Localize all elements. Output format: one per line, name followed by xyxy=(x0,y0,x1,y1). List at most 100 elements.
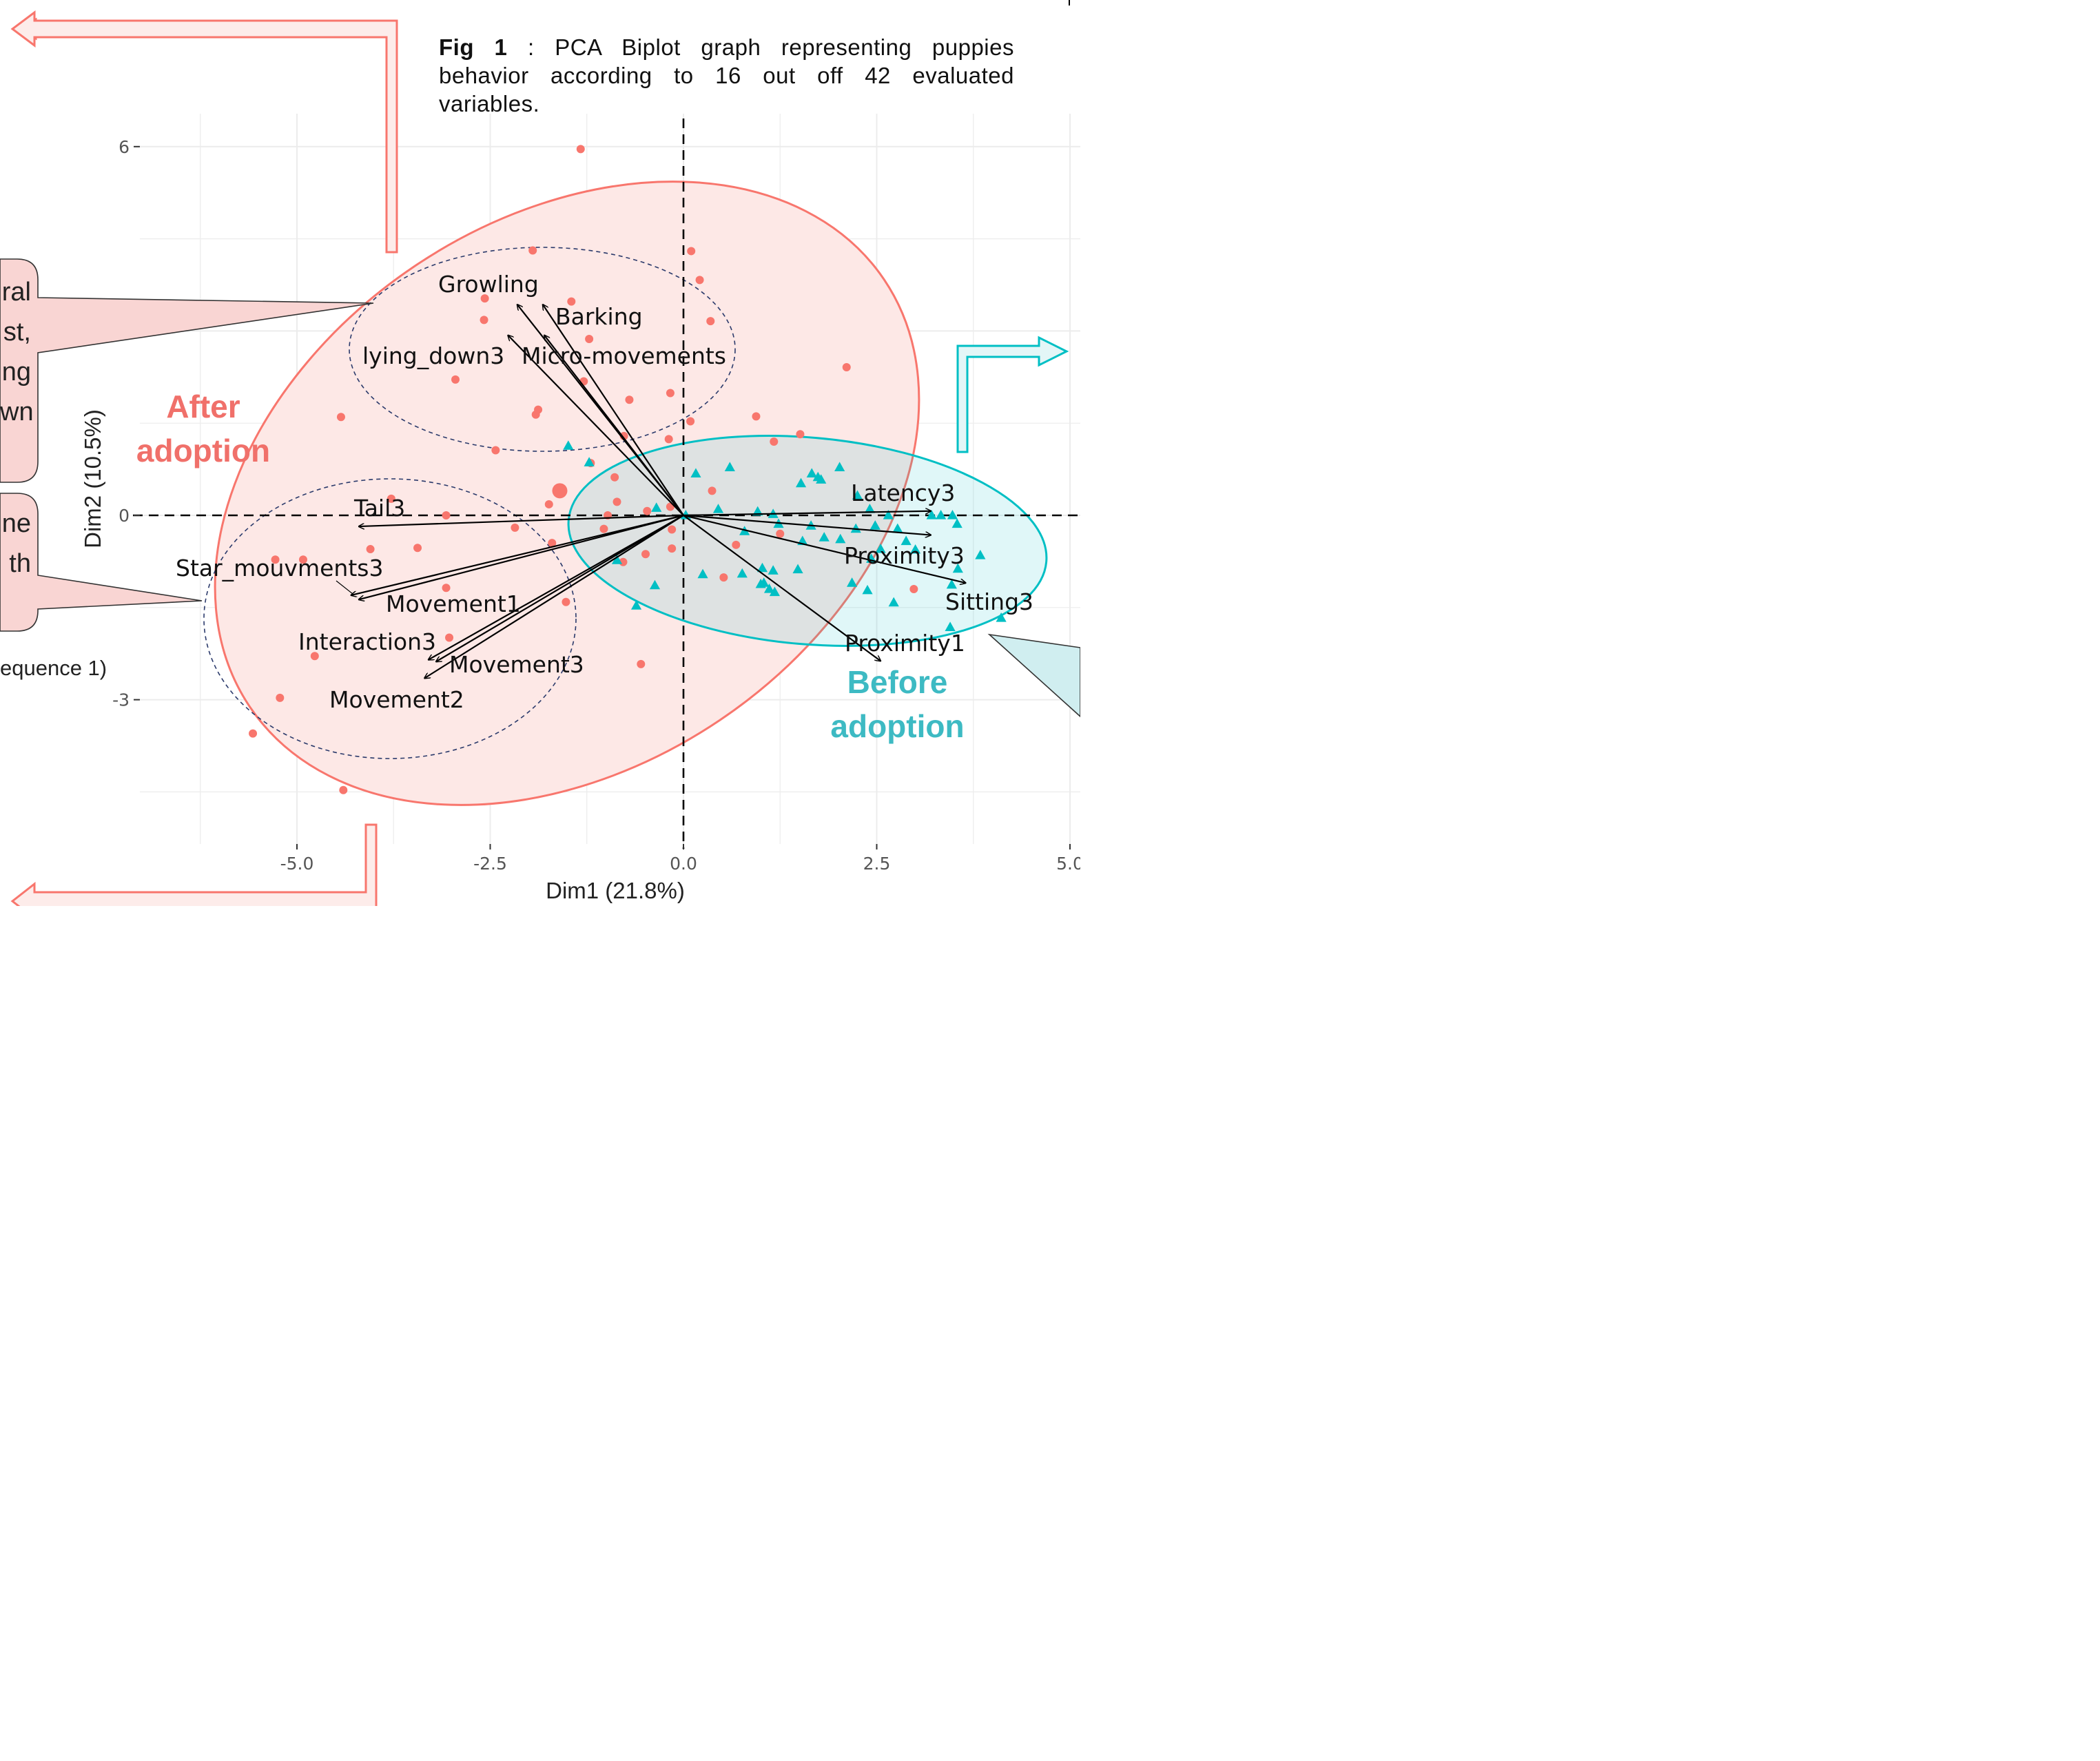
before-point xyxy=(755,578,766,588)
after-point xyxy=(708,486,717,495)
variable-label: Interaction3 xyxy=(298,628,436,655)
after-point xyxy=(451,375,460,384)
after-adoption-ellipse xyxy=(214,181,920,806)
after-point xyxy=(666,389,675,398)
after-point xyxy=(387,494,395,503)
after-point xyxy=(339,785,348,794)
y-axis-label: Dim2 (10.5%) xyxy=(80,409,105,548)
before-arrow-right-icon xyxy=(956,336,1069,453)
after-point xyxy=(585,334,594,343)
before-point xyxy=(756,562,768,573)
after-point xyxy=(413,544,422,553)
variable-label: Tail3 xyxy=(353,495,405,522)
after-point xyxy=(612,497,621,506)
before-point xyxy=(795,477,807,488)
variable-label: Star_mouvments3 xyxy=(176,555,383,581)
cluster-ellipse-bottom xyxy=(203,478,577,759)
after-point xyxy=(637,659,646,668)
before-point xyxy=(690,468,701,477)
before-point xyxy=(712,504,724,513)
after-point xyxy=(366,545,375,554)
after-point xyxy=(752,412,761,421)
after-point xyxy=(770,437,779,446)
before-point xyxy=(951,518,962,528)
after-point xyxy=(695,276,704,285)
variable-arrow xyxy=(429,515,684,660)
after-point xyxy=(664,435,673,444)
x-tick-label: 0.0 xyxy=(670,854,697,874)
before-point xyxy=(936,510,947,519)
x-tick-label: -2.5 xyxy=(473,854,507,874)
after-point xyxy=(668,525,677,534)
x-tick-label: 2.5 xyxy=(863,854,891,874)
arrow-up-left-icon xyxy=(12,17,392,254)
after-point xyxy=(567,297,576,306)
variable-arrow xyxy=(359,514,684,599)
after-arrow-bottom-icon xyxy=(10,823,378,921)
caption-separator: : xyxy=(507,34,555,60)
before-point xyxy=(819,532,830,542)
after-point xyxy=(276,693,285,702)
after-point xyxy=(445,633,454,642)
callout-bubble-mid xyxy=(0,493,203,632)
before-point xyxy=(737,568,748,578)
pca-biplot: Growling Barking lying_down3 Micro-movement… xyxy=(0,0,1084,921)
after-point xyxy=(776,529,785,538)
after-point xyxy=(796,430,805,439)
after-point xyxy=(643,506,652,515)
before-point xyxy=(649,579,661,590)
before-adoption-label: Before adoption xyxy=(830,664,965,744)
before-point xyxy=(769,586,780,597)
x-tick-label: -5.0 xyxy=(280,854,314,874)
before-point xyxy=(697,568,708,579)
before-point xyxy=(883,510,894,519)
x-axis-label: Dim1 (21.8%) xyxy=(546,878,685,903)
before-point xyxy=(630,600,642,610)
after-point xyxy=(625,395,634,404)
figure-caption: Fig 1 : PCA Biplot graph representing pu… xyxy=(439,33,1014,118)
before-point xyxy=(852,490,863,500)
variable-arrow xyxy=(424,515,684,678)
variable-label: lying_down3 xyxy=(362,342,504,369)
before-point xyxy=(862,584,873,595)
variable-labels: Growling Barking lying_down3 Micro-movement… xyxy=(176,271,1033,713)
after-point xyxy=(732,540,741,549)
callout-pointer-right xyxy=(987,633,1081,718)
after-point xyxy=(719,573,728,582)
after-point xyxy=(271,555,280,564)
x-tick-label: 5.0 xyxy=(1056,854,1080,874)
cluster-ellipse-top xyxy=(349,247,736,452)
before-point xyxy=(651,502,662,512)
before-point xyxy=(946,579,957,589)
after-point xyxy=(619,557,628,566)
before-point xyxy=(892,523,903,533)
after-point xyxy=(249,729,258,738)
before-point xyxy=(816,474,827,484)
before-point xyxy=(875,544,886,553)
variable-label: Barking xyxy=(555,303,643,330)
variable-label: Proximity3 xyxy=(844,542,965,569)
callout-line: ng xyxy=(1,358,31,387)
zero-lines xyxy=(133,119,1080,849)
callout-line: ne xyxy=(1,509,31,538)
before-point xyxy=(834,462,845,472)
after-point xyxy=(668,544,677,553)
before-point xyxy=(996,612,1007,622)
before-point xyxy=(792,564,803,574)
before-point xyxy=(611,555,623,564)
before-point xyxy=(864,504,876,513)
after-point xyxy=(298,555,307,564)
before-point xyxy=(952,563,963,573)
after-centroid xyxy=(552,483,568,499)
after-point xyxy=(706,317,715,326)
after-point xyxy=(480,316,488,325)
before-point xyxy=(846,577,858,587)
before-point xyxy=(869,520,881,530)
after-point xyxy=(548,539,557,548)
variable-label: Latency3 xyxy=(851,480,955,506)
variable-label: Sitting3 xyxy=(945,588,1033,615)
after-point xyxy=(442,511,451,519)
caption-text: PCA Biplot graph representing puppies be… xyxy=(439,34,1014,116)
variable-label: Movement2 xyxy=(329,686,464,713)
axis-ticks: -5.0-2.50.02.55.0-3036 xyxy=(112,137,1084,874)
